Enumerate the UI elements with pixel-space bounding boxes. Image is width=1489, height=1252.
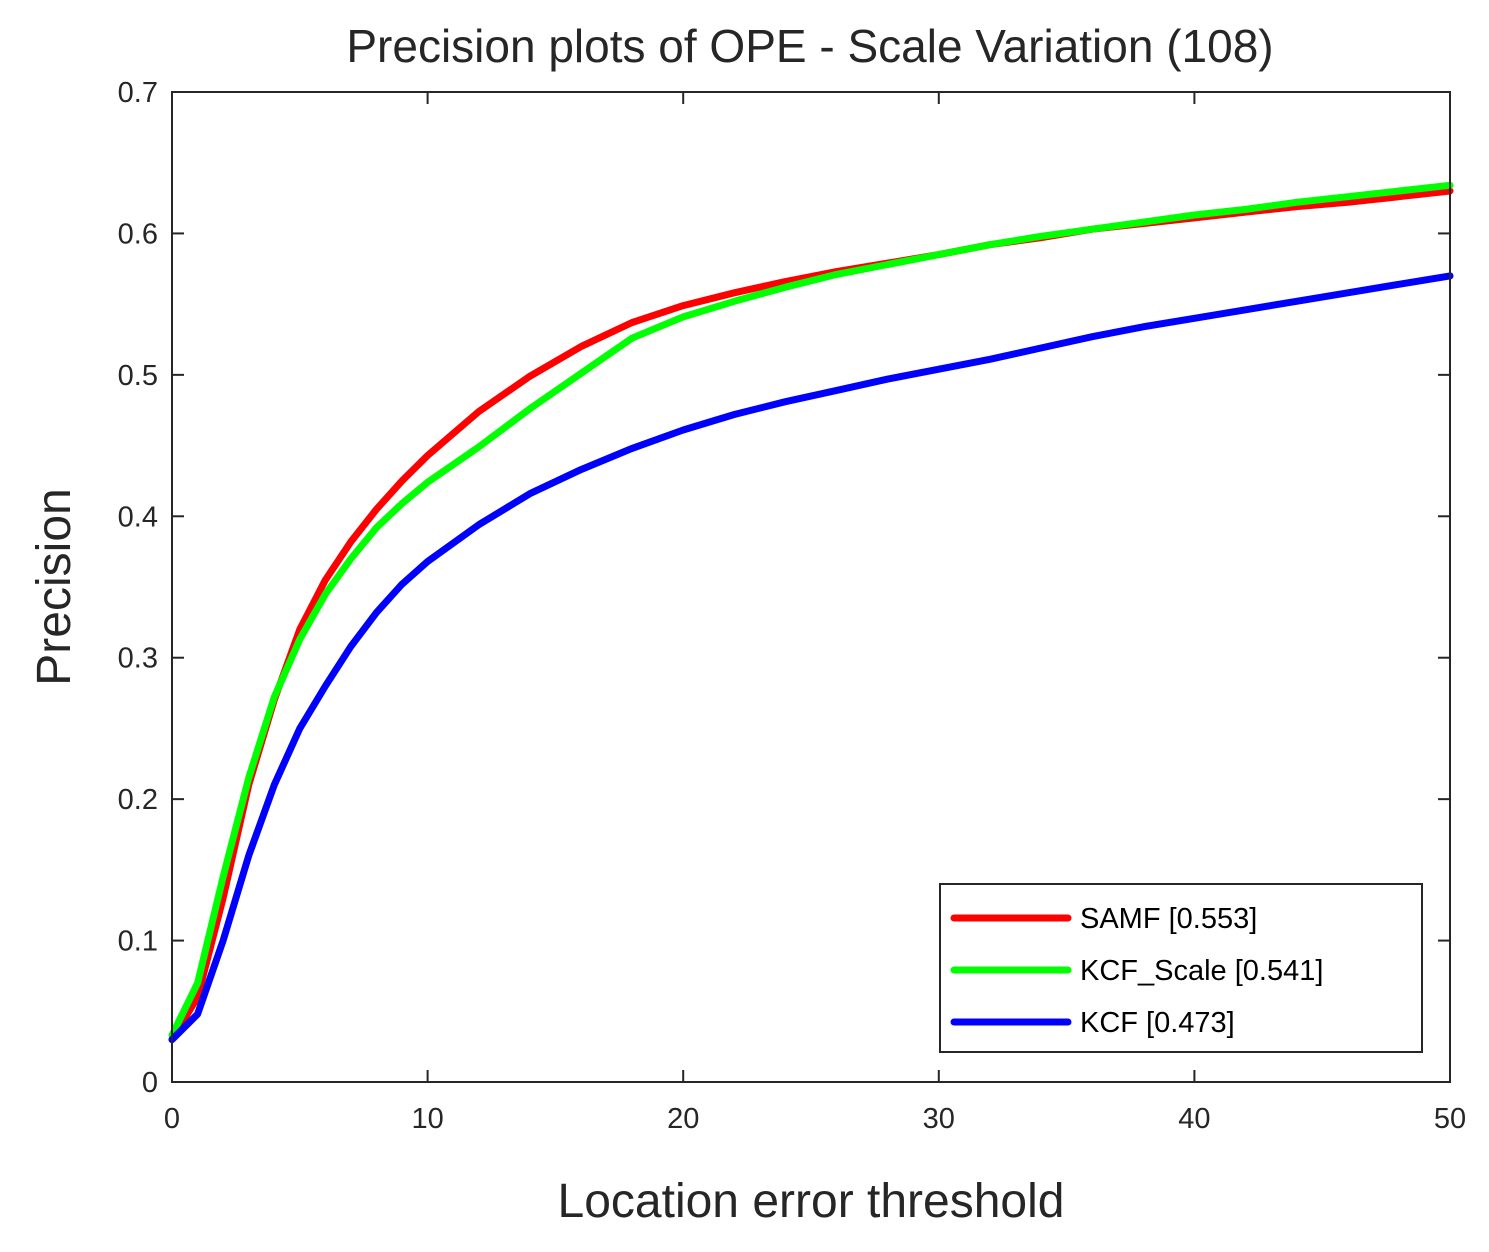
legend: SAMF [0.553] KCF_Scale [0.541] KCF [0.473]: [939, 883, 1423, 1053]
x-tick-label: 30: [923, 1103, 955, 1135]
series-line-kcf: [168, 272, 1454, 1044]
plot-frame: [171, 91, 1451, 1083]
series-layer: [168, 181, 1454, 1044]
legend-label-samf: SAMF [0.553]: [1080, 903, 1257, 935]
x-axis-label: Location error threshold: [558, 1175, 1065, 1228]
x-tick-label: 0: [164, 1103, 180, 1135]
y-tick-label: 0.3: [118, 643, 158, 675]
y-tick-label: 0.5: [118, 360, 158, 392]
tick-layer: 0 10 20 30 40 50 0 0.1 0.2 0.3 0.4 0.5 0.6 0.7: [118, 77, 1466, 1135]
x-tick-label: 20: [667, 1103, 699, 1135]
legend-items: SAMF [0.553] KCF_Scale [0.541] KCF [0.473]: [950, 903, 1323, 1039]
y-tick-label: 0.7: [118, 77, 158, 109]
series-line-kcf-scale: [168, 181, 1454, 1039]
plot-area: 0 10 20 30 40 50 0 0.1 0.2 0.3 0.4 0.5 0.6 0.7: [118, 77, 1466, 1135]
y-tick-label: 0.1: [118, 926, 158, 958]
legend-label-kcf: KCF [0.473]: [1080, 1007, 1235, 1039]
x-tick-label: 40: [1178, 1103, 1210, 1135]
y-tick-label: 0.6: [118, 218, 158, 250]
y-tick-label: 0.4: [118, 501, 158, 533]
x-tick-label: 10: [411, 1103, 443, 1135]
x-tick-label: 50: [1434, 1103, 1466, 1135]
y-tick-label: 0.2: [118, 784, 158, 816]
y-tick-label: 0: [142, 1067, 158, 1099]
chart-title: Precision plots of OPE - Scale Variation…: [346, 20, 1273, 72]
y-axis-label: Precision: [28, 488, 81, 685]
legend-label-kcf-scale: KCF_Scale [0.541]: [1080, 955, 1323, 987]
